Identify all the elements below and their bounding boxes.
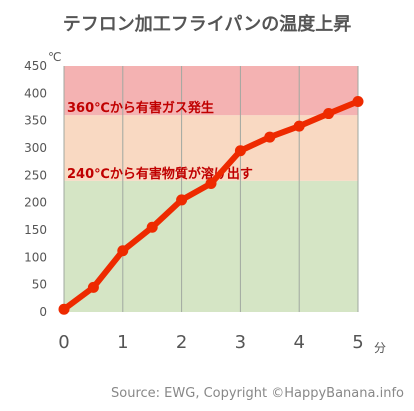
y-tick-label: 100: [24, 250, 47, 264]
grid-lines: [63, 66, 359, 312]
data-point: [117, 245, 129, 257]
band-1: [64, 115, 358, 181]
data-point: [234, 145, 246, 157]
y-unit-label: ℃: [48, 50, 61, 64]
x-unit-label: 分: [374, 341, 386, 355]
y-tick-label: 0: [39, 305, 47, 319]
data-point: [58, 303, 70, 315]
y-tick-label: 400: [24, 86, 47, 100]
data-point: [352, 96, 364, 108]
data-point: [323, 108, 335, 120]
band-0: [64, 180, 358, 312]
source-credit: Source: EWG, Copyright ©HappyBanana.info: [111, 386, 404, 401]
data-point: [293, 120, 305, 132]
annotation-0: 360℃から有害ガス発生: [67, 100, 214, 116]
background-bands: [64, 66, 358, 312]
x-tick-label: 4: [293, 332, 304, 353]
y-axis-ticks: 0 50 100 150 200 250 300 350 400 450: [24, 59, 47, 319]
data-point: [264, 131, 276, 143]
y-tick-label: 350: [24, 114, 47, 128]
y-tick-label: 250: [24, 168, 47, 182]
x-axis-ticks: 0 1 2 3 4 5: [58, 332, 363, 353]
data-point: [87, 281, 99, 293]
x-tick-label: 2: [176, 332, 187, 353]
data-point: [176, 194, 188, 206]
annotations: 360℃から有害ガス発生 240℃から有害物質が溶け出す: [67, 100, 253, 182]
band-2: [64, 66, 358, 116]
data-point: [205, 178, 217, 190]
series-line: [58, 96, 364, 315]
annotation-1: 240℃から有害物質が溶け出す: [67, 166, 253, 182]
data-point: [146, 221, 158, 233]
x-tick-label: 0: [58, 332, 69, 353]
x-tick-label: 1: [117, 332, 128, 353]
x-tick-label: 3: [235, 332, 246, 353]
x-tick-label: 5: [352, 332, 363, 353]
chart-title: テフロン加工フライパンの温度上昇: [63, 13, 352, 35]
y-tick-label: 50: [32, 278, 47, 292]
y-tick-label: 450: [24, 59, 47, 73]
y-tick-label: 300: [24, 141, 47, 155]
y-tick-label: 150: [24, 223, 47, 237]
y-tick-label: 200: [24, 196, 47, 210]
